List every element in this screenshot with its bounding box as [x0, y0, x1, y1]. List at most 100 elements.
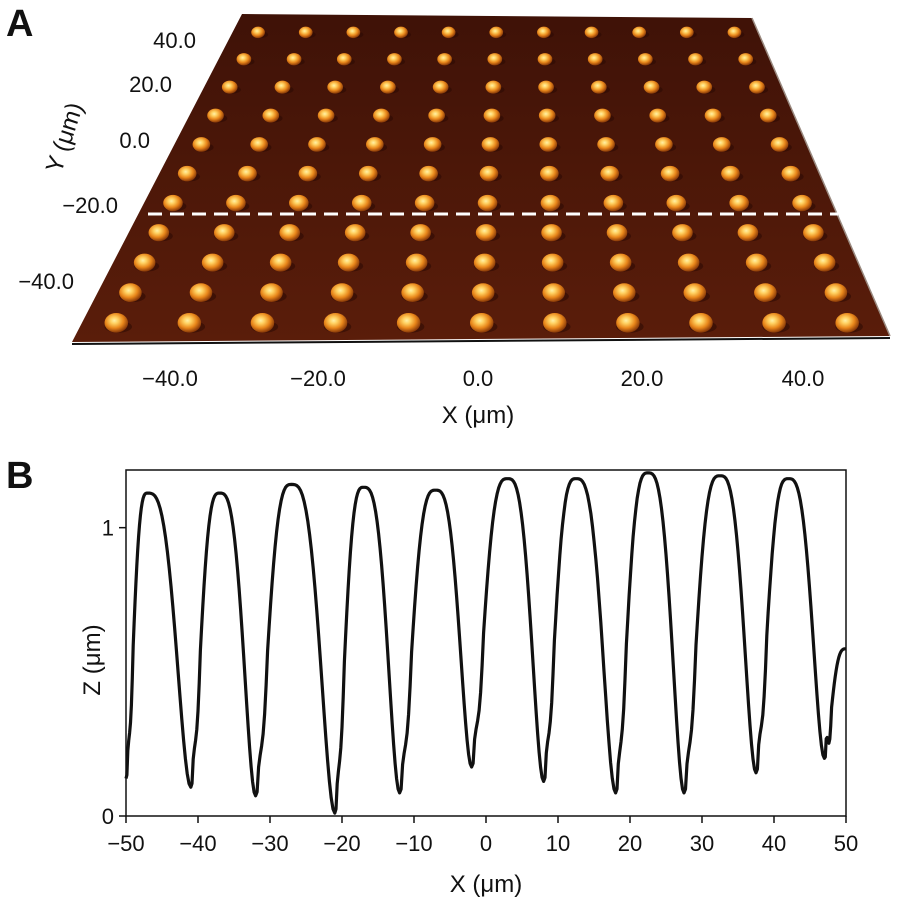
bump: [638, 53, 653, 66]
bump: [537, 26, 551, 39]
bump: [260, 283, 283, 303]
bump: [738, 53, 754, 66]
bump: [387, 53, 402, 66]
bump: [119, 283, 142, 303]
bump: [729, 194, 749, 212]
panel-a-x-tick-label: 40.0: [782, 366, 825, 391]
bump: [207, 108, 224, 123]
panel-a-y-tick-label: −20.0: [62, 193, 118, 218]
bump: [432, 80, 449, 94]
bump: [163, 194, 183, 212]
bump: [298, 26, 313, 39]
bump: [201, 253, 224, 272]
bump: [537, 53, 553, 66]
bump: [813, 253, 836, 272]
panel-b-x-tick-label: 50: [834, 831, 858, 856]
bump: [489, 26, 504, 39]
bump: [540, 194, 561, 212]
bump: [274, 80, 291, 94]
panel-b-x-tick-label: 30: [690, 831, 714, 856]
panel-b-x-tick-label: −40: [179, 831, 216, 856]
bump: [541, 224, 562, 242]
bump: [308, 137, 326, 152]
bump: [835, 313, 859, 333]
panel-b-x-tick-label: 40: [762, 831, 786, 856]
height-profile-line: [124, 471, 847, 815]
bump: [289, 194, 309, 212]
panel-b-x-tick-label: −20: [323, 831, 360, 856]
bump: [279, 224, 301, 242]
bump: [594, 108, 611, 123]
bump: [250, 137, 268, 152]
bump: [428, 108, 445, 123]
bump: [609, 253, 632, 272]
bump: [317, 108, 335, 123]
bump: [221, 80, 238, 94]
bump: [327, 80, 344, 94]
bump: [538, 80, 554, 94]
bump: [286, 53, 302, 66]
bump: [423, 137, 442, 152]
bump: [584, 26, 599, 39]
bump: [475, 224, 497, 242]
bump: [213, 224, 235, 242]
bump: [479, 165, 499, 182]
bump: [792, 194, 812, 212]
bump: [410, 224, 431, 242]
panel-a-x-tick-label: 0.0: [463, 366, 494, 391]
panel-a-surface-plot: A −40.0 −20.0 0.0 20.0 40.0 40.0 20.0 0.0 −20.0…: [6, 3, 891, 429]
bump: [419, 165, 438, 182]
bump: [485, 80, 502, 94]
bump: [538, 108, 556, 123]
panel-a-x-axis-title: X (μm): [442, 402, 514, 429]
bump: [405, 253, 428, 272]
bump: [396, 313, 421, 333]
panel-a-x-tick-label: −40.0: [142, 366, 198, 391]
bump: [677, 253, 700, 272]
bump: [373, 108, 390, 123]
bump: [683, 283, 707, 303]
panel-b-x-axis-title: X (μm): [450, 871, 522, 898]
bump: [727, 26, 742, 39]
bump: [358, 165, 378, 182]
bump: [587, 53, 603, 66]
bump: [660, 165, 680, 182]
panel-b-x-ticks: −50 −40 −30 −20 −10 0 10 20 30 40 50: [107, 816, 858, 856]
bump: [269, 253, 292, 272]
panel-a-x-tick-label: −20.0: [290, 366, 346, 391]
bump: [394, 26, 408, 39]
bump: [346, 26, 361, 39]
bump: [380, 80, 396, 94]
panel-b-x-tick-label: 0: [480, 831, 492, 856]
panel-b-x-tick-label: −10: [395, 831, 432, 856]
bump: [672, 224, 693, 242]
panel-a-x-tick-label: 20.0: [621, 366, 664, 391]
bump: [298, 165, 318, 182]
panel-b-y-ticks: 01: [102, 516, 126, 829]
bump: [487, 53, 503, 66]
bump: [236, 53, 252, 66]
bump: [737, 224, 759, 242]
bump: [616, 313, 640, 333]
panel-a-x-ticks: −40.0 −20.0 0.0 20.0 40.0: [142, 366, 824, 391]
panel-a-y-tick-label: 40.0: [153, 28, 196, 53]
bump: [177, 313, 202, 333]
panel-b-x-tick-label: 20: [618, 831, 642, 856]
bump: [606, 224, 628, 242]
bump: [688, 53, 703, 66]
bump: [542, 283, 565, 303]
bump: [133, 253, 156, 272]
bump: [781, 165, 801, 182]
panel-b-plot-frame: [125, 469, 847, 817]
bump: [803, 224, 824, 242]
bump: [597, 137, 615, 152]
panel-b-y-axis-title: Z (μm): [79, 624, 106, 695]
bump: [401, 283, 424, 303]
bump: [824, 283, 848, 303]
panel-a-label: A: [6, 3, 33, 45]
panel-b-label: B: [6, 455, 33, 497]
bump: [251, 26, 265, 39]
bump-array: [104, 26, 863, 333]
panel-b-y-tick-label: 1: [102, 516, 114, 541]
